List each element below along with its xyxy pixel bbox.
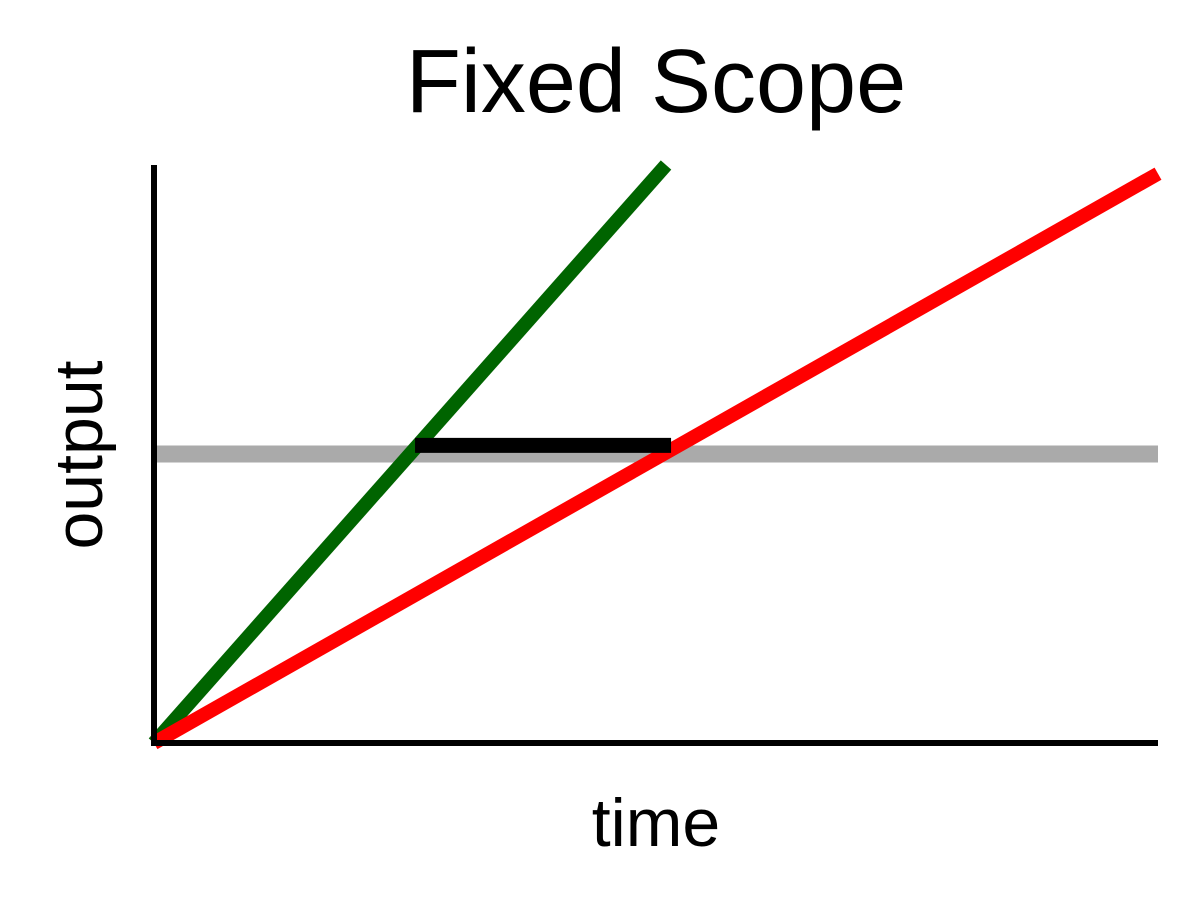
series-line-1 <box>148 160 672 748</box>
chart-title: Fixed Scope <box>406 32 906 132</box>
y-axis-label: output <box>41 360 117 549</box>
series-line-2 <box>150 167 1162 750</box>
plot-area <box>148 160 1162 750</box>
x-axis-label: time <box>592 785 720 861</box>
